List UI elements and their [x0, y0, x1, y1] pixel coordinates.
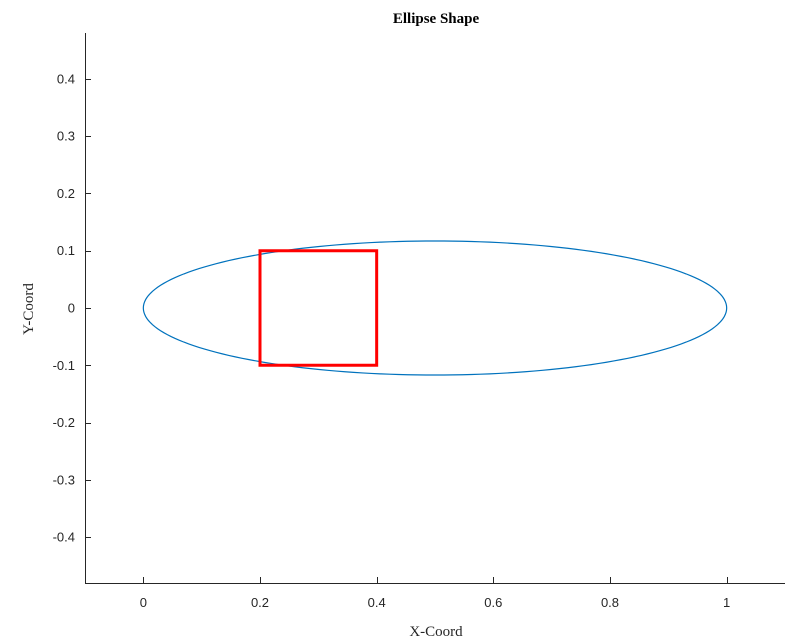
rectangle-outline — [258, 249, 379, 367]
series-layer — [142, 240, 728, 376]
x-tick-label: 0.4 — [368, 595, 386, 610]
y-tick-label: 0.1 — [57, 243, 75, 258]
x-tick-label: 0.2 — [251, 595, 269, 610]
x-tick-label: 0.6 — [484, 595, 502, 610]
y-axis: 0.4 0.3 0.2 0.1 0 -0.1 -0.2 -0.3 -0.4 — [53, 71, 91, 545]
y-tick-label: 0.2 — [57, 186, 75, 201]
y-axis-label: Y-Coord — [21, 283, 37, 335]
y-tick-label: -0.3 — [53, 472, 75, 487]
x-tick-label: 0 — [140, 595, 147, 610]
axes-frame — [85, 33, 785, 584]
y-tick-label: -0.1 — [53, 358, 75, 373]
y-tick-label: 0 — [68, 301, 75, 316]
y-tick-label: 0.4 — [57, 71, 75, 86]
x-axis-label: X-Coord — [409, 624, 463, 640]
x-tick-label: 1 — [723, 595, 730, 610]
x-axis: 0 0.2 0.4 0.6 0.8 1 — [140, 577, 730, 610]
plot-area: 0 0.2 0.4 0.6 0.8 1 0.4 0.3 0.2 0.1 0 -0.1 -0.2 -0.3… — [53, 33, 785, 610]
chart-title: Ellipse Shape — [393, 11, 480, 27]
ellipse-curve — [142, 240, 728, 376]
x-tick-label: 0.8 — [601, 595, 619, 610]
y-tick-label: 0.3 — [57, 129, 75, 144]
y-tick-label: -0.4 — [53, 530, 75, 545]
y-tick-label: -0.2 — [53, 415, 75, 430]
